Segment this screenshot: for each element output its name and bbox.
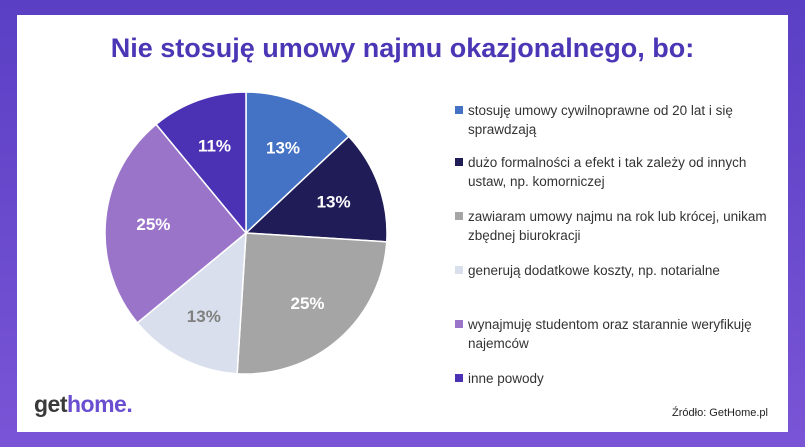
- logo-text-dot: .: [126, 391, 133, 417]
- pie-slice-label-1: 13%: [266, 139, 300, 158]
- legend-swatch: [455, 320, 463, 328]
- pie-slice-3: [236, 232, 388, 375]
- pie-slice-label-5: 25%: [136, 215, 170, 234]
- pie-slice-4: [136, 231, 247, 375]
- pie-chart: 13% 13% 25% 13% 25% 11%: [104, 91, 388, 375]
- pie-slice-labels: 13% 13% 25% 13% 25% 11%: [136, 136, 350, 326]
- legend-label: dużo formalności a efekt i tak zależy od…: [468, 155, 747, 189]
- pie-slice-2: [244, 135, 388, 243]
- chart-card: Nie stosuję umowy najmu okazjonalnego, b…: [17, 15, 788, 432]
- logo-text-get: get: [34, 391, 68, 417]
- legend-swatch: [455, 212, 463, 220]
- pie-slices: [104, 91, 388, 375]
- pie-slice-5: [104, 123, 248, 324]
- legend-item-4: generują dodatkowe koszty, np. notarialn…: [455, 261, 775, 280]
- legend-item-2: dużo formalności a efekt i tak zależy od…: [455, 153, 775, 191]
- legend-item-5: wynajmuję studentom oraz starannie weryf…: [455, 315, 775, 353]
- legend-item-1: stosuję umowy cywilnoprawne od 20 lat i …: [455, 101, 775, 139]
- pie-slice-label-4: 13%: [187, 307, 221, 326]
- legend-label: inne powody: [468, 371, 544, 386]
- gethome-logo: gethome.: [34, 391, 133, 418]
- pie-slice-1: [245, 91, 350, 235]
- legend-label: stosuję umowy cywilnoprawne od 20 lat i …: [468, 103, 733, 137]
- legend-label: wynajmuję studentom oraz starannie weryf…: [468, 317, 752, 351]
- chart-title: Nie stosuję umowy najmu okazjonalnego, b…: [110, 33, 695, 63]
- legend-item-6: inne powody: [455, 369, 775, 388]
- legend-swatch: [455, 158, 463, 166]
- pie-slice-6: [155, 91, 247, 236]
- legend-swatch: [455, 106, 463, 114]
- pie-slice-label-3: 25%: [290, 294, 324, 313]
- pie-slice-label-2: 13%: [317, 193, 351, 212]
- legend-label: generują dodatkowe koszty, np. notarialn…: [468, 263, 720, 278]
- legend-swatch: [455, 266, 463, 274]
- source-note: Źródło: GetHome.pl: [672, 407, 768, 419]
- logo-text-home: home: [67, 391, 127, 417]
- legend-swatch: [455, 374, 463, 382]
- pie-slice-label-6: 11%: [198, 136, 231, 155]
- legend-label: zawiaram umowy najmu na rok lub krócej, …: [468, 209, 767, 243]
- legend-item-3: zawiaram umowy najmu na rok lub krócej, …: [455, 207, 775, 245]
